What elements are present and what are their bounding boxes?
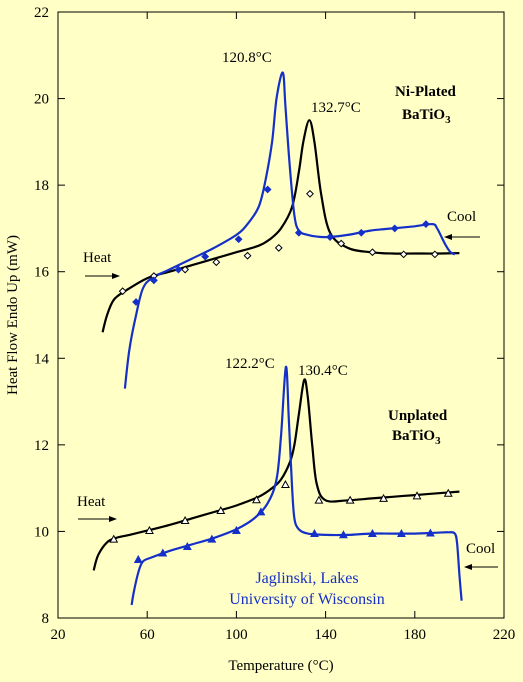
data-point-unplated-cool: [425, 528, 435, 537]
panel-label-ni-line1: Ni-Plated: [395, 84, 456, 100]
y-axis-label: Heat Flow Endo Up (mW): [5, 235, 21, 395]
data-point-unplated-cool: [256, 507, 266, 516]
peak-label-un-heating: 130.4°C: [298, 363, 348, 379]
x-tick-label: 20: [51, 627, 66, 643]
data-point-unplated-heat: [281, 480, 290, 489]
data-point-ni-plated-heat: [274, 244, 283, 252]
data-point-unplated-heat: [314, 495, 324, 504]
x-tick-label: 140: [314, 627, 337, 643]
data-point-unplated-heat: [109, 534, 119, 543]
x-tick-label: 60: [140, 627, 155, 643]
data-point-unplated-heat: [345, 495, 355, 504]
data-point-ni-plated-cool: [263, 185, 272, 194]
data-point-ni-plated-cool: [132, 298, 140, 306]
y-tick-label: 14: [34, 351, 50, 367]
y-tick-label: 12: [34, 438, 49, 454]
data-point-unplated-heat: [252, 495, 261, 504]
series-layer: [92, 71, 463, 606]
data-point-ni-plated-cool: [234, 235, 243, 244]
series-line-ni-plated-cool: [123, 71, 456, 389]
data-point-unplated-cool: [133, 554, 143, 563]
data-point-unplated-heat: [180, 515, 190, 524]
x-tick-label: 180: [404, 627, 427, 643]
data-point-ni-plated-heat: [243, 251, 252, 260]
panel-label-un-line2: BaTiO3: [392, 428, 441, 447]
cool-arrow-bottom: [464, 564, 498, 570]
data-point-ni-plated-heat: [181, 265, 190, 274]
data-point-ni-plated-heat: [306, 189, 314, 198]
panel-label-ni-line2: BaTiO3: [402, 107, 451, 126]
x-axis-label: Temperature (°C): [228, 658, 333, 674]
y-tick-label: 10: [34, 524, 49, 540]
data-point-unplated-cool: [231, 525, 241, 534]
y-tick-label: 20: [34, 92, 49, 108]
peak-label-un-cooling: 122.2°C: [225, 356, 275, 372]
y-tick-label: 22: [34, 5, 49, 21]
marker-layer: [109, 185, 453, 563]
credit-line2: University of Wisconsin: [229, 591, 385, 608]
data-point-unplated-heat: [443, 488, 453, 497]
data-point-ni-plated-cool: [201, 252, 210, 261]
data-point-unplated-cool: [182, 541, 192, 550]
cool-label-bottom: Cool: [466, 541, 495, 557]
y-tick-label: 8: [42, 611, 50, 627]
y-tick-label: 18: [34, 178, 49, 194]
data-point-ni-plated-heat: [399, 250, 408, 259]
data-point-ni-plated-cool: [390, 224, 399, 233]
data-point-ni-plated-cool: [174, 265, 183, 274]
data-point-ni-plated-cool: [294, 228, 303, 237]
data-point-ni-plated-cool: [149, 276, 158, 285]
peak-label-ni-heating: 132.7°C: [311, 100, 361, 116]
heat-label-bottom: Heat: [77, 494, 106, 510]
data-point-ni-plated-heat: [368, 248, 377, 257]
data-point-unplated-heat: [379, 493, 389, 502]
heat-arrow-top: [85, 273, 120, 279]
heat-arrow-bottom: [78, 516, 117, 522]
data-point-unplated-cool: [396, 528, 406, 537]
data-point-ni-plated-cool: [422, 220, 430, 229]
data-point-ni-plated-heat: [337, 239, 346, 248]
data-point-ni-plated-cool: [357, 228, 366, 237]
data-point-ni-plated-heat: [212, 258, 221, 267]
data-point-unplated-cool: [367, 528, 377, 537]
axis-ticks: 20 60 100 140 180 220 8 10 12 14 16 18 20 22: [34, 5, 515, 643]
panel-label-un-line1: Unplated: [388, 408, 448, 424]
series-line-unplated-cool: [130, 365, 463, 606]
x-tick-label: 220: [493, 627, 516, 643]
data-point-unplated-cool: [338, 530, 348, 539]
peak-label-ni-cooling: 120.8°C: [222, 50, 272, 66]
data-point-ni-plated-cool: [326, 233, 334, 241]
data-point-unplated-heat: [144, 525, 154, 534]
data-point-unplated-cool: [207, 534, 217, 543]
y-tick-label: 16: [34, 265, 50, 281]
x-tick-label: 100: [225, 627, 248, 643]
cool-arrow-top: [444, 234, 480, 240]
cool-label-top: Cool: [447, 209, 476, 225]
data-point-unplated-cool: [158, 548, 168, 557]
heat-label-top: Heat: [83, 250, 112, 266]
data-point-unplated-cool: [310, 528, 319, 537]
data-point-unplated-heat: [216, 506, 226, 515]
credit-line1: Jaglinski, Lakes: [255, 570, 358, 587]
plot-frame: [57, 11, 505, 619]
data-point-unplated-heat: [412, 491, 422, 500]
data-point-ni-plated-heat: [430, 250, 439, 259]
data-point-ni-plated-heat: [118, 287, 127, 296]
